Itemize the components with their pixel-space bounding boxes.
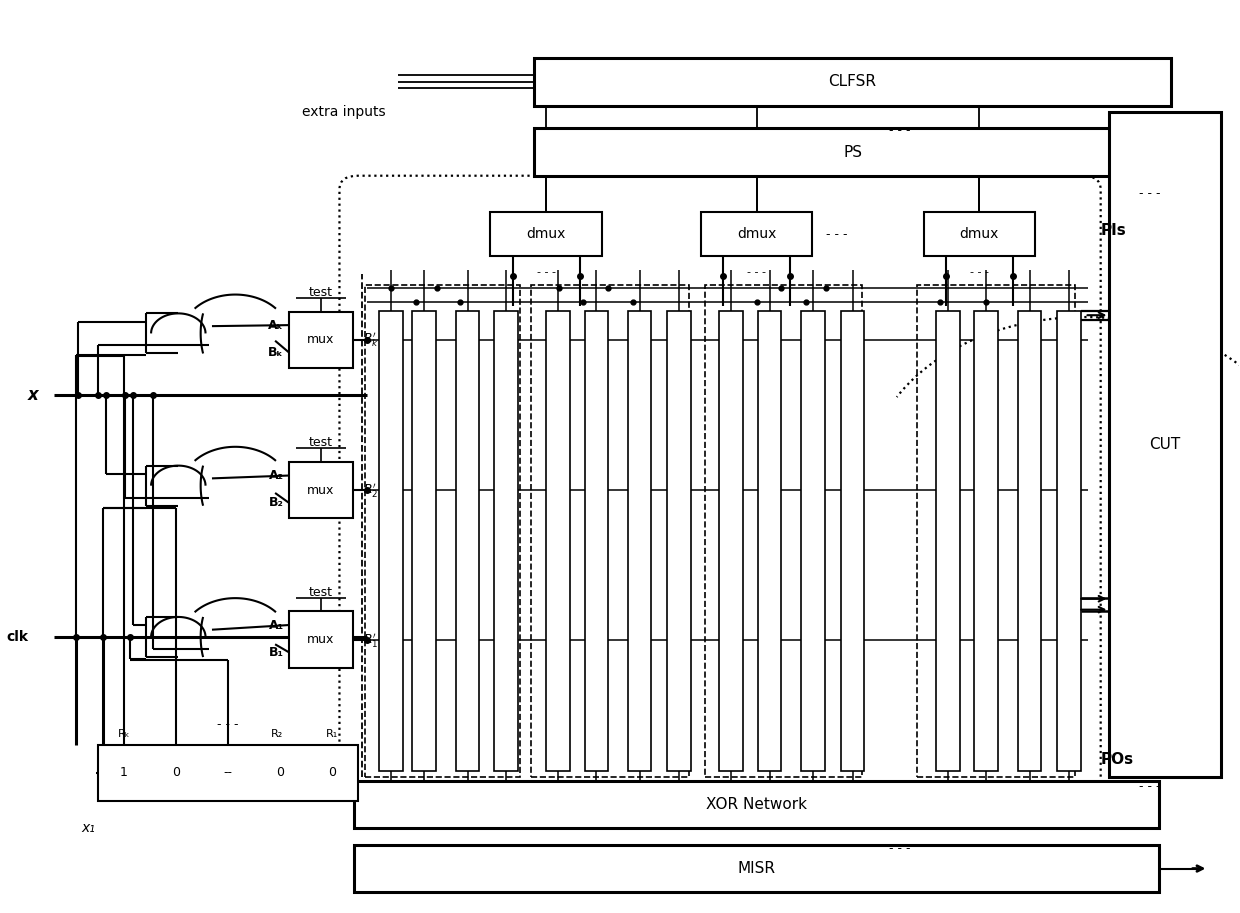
Text: mux: mux [308, 484, 335, 497]
Text: A₂: A₂ [269, 469, 284, 482]
Text: POs: POs [1101, 751, 1133, 767]
Bar [289, 462, 353, 519]
Bar [379, 310, 403, 771]
Bar [1110, 112, 1220, 777]
Text: R₁: R₁ [326, 729, 339, 739]
Bar [289, 612, 353, 668]
Bar [289, 311, 353, 368]
Text: 1: 1 [120, 766, 128, 780]
Text: x: x [29, 386, 38, 404]
Text: - - -: - - - [1140, 780, 1161, 793]
Text: PS: PS [843, 144, 862, 160]
Text: $R_1'$: $R_1'$ [363, 631, 378, 649]
Text: test: test [309, 286, 332, 299]
Text: CLFSR: CLFSR [828, 74, 877, 89]
Text: test: test [309, 436, 332, 449]
Text: extra inputs: extra inputs [301, 105, 386, 119]
Text: $R_k'$: $R_k'$ [363, 331, 379, 349]
Bar [704, 285, 862, 777]
Bar [413, 310, 436, 771]
Text: mux: mux [308, 333, 335, 346]
Text: R₂: R₂ [272, 729, 284, 739]
Bar [366, 285, 520, 777]
Text: x₁: x₁ [82, 821, 95, 835]
Bar [924, 212, 1035, 256]
Text: XOR Network: XOR Network [706, 797, 807, 813]
Bar [1018, 310, 1042, 771]
Text: A₁: A₁ [269, 618, 284, 632]
Bar [456, 310, 480, 771]
Text: Bₖ: Bₖ [268, 346, 284, 359]
Text: - - -: - - - [889, 842, 911, 855]
Bar [758, 310, 781, 771]
Text: - - -: - - - [537, 268, 556, 278]
Text: 0: 0 [277, 766, 284, 780]
Bar [918, 285, 1075, 777]
Text: - - -: - - - [217, 718, 239, 731]
Text: MISR: MISR [738, 861, 775, 876]
Bar [584, 310, 608, 771]
Bar [491, 212, 601, 256]
Bar [355, 781, 1159, 828]
Bar [533, 129, 1172, 175]
Bar [627, 310, 651, 771]
Text: - - -: - - - [826, 227, 848, 240]
Text: Aₖ: Aₖ [268, 319, 284, 331]
Bar [531, 285, 688, 777]
Bar [719, 310, 743, 771]
Text: test: test [309, 586, 332, 599]
Text: - - -: - - - [889, 123, 911, 137]
Bar [801, 310, 825, 771]
Bar [98, 745, 358, 801]
Bar [495, 310, 517, 771]
Bar [936, 310, 960, 771]
Bar [667, 310, 691, 771]
Bar [546, 310, 569, 771]
Text: PIs: PIs [1101, 223, 1126, 238]
Bar [355, 845, 1159, 892]
Text: dmux: dmux [527, 227, 565, 241]
Text: Rₖ: Rₖ [118, 729, 130, 739]
Text: clk: clk [6, 630, 29, 644]
Bar [1058, 310, 1081, 771]
Bar [975, 310, 998, 771]
Text: 0: 0 [172, 766, 180, 780]
Text: --: -- [223, 766, 233, 780]
Text: B₁: B₁ [269, 645, 284, 658]
Text: B₂: B₂ [269, 496, 284, 509]
Text: - - -: - - - [970, 268, 988, 278]
Text: mux: mux [308, 634, 335, 646]
Text: 0: 0 [329, 766, 336, 780]
Text: CUT: CUT [1149, 437, 1180, 452]
Text: - - -: - - - [746, 268, 766, 278]
Bar [841, 310, 864, 771]
Text: dmux: dmux [737, 227, 776, 241]
Bar [701, 212, 812, 256]
Text: $R_2'$: $R_2'$ [363, 481, 378, 499]
Bar [533, 58, 1172, 106]
Text: - - -: - - - [1140, 187, 1161, 201]
Text: dmux: dmux [960, 227, 999, 241]
